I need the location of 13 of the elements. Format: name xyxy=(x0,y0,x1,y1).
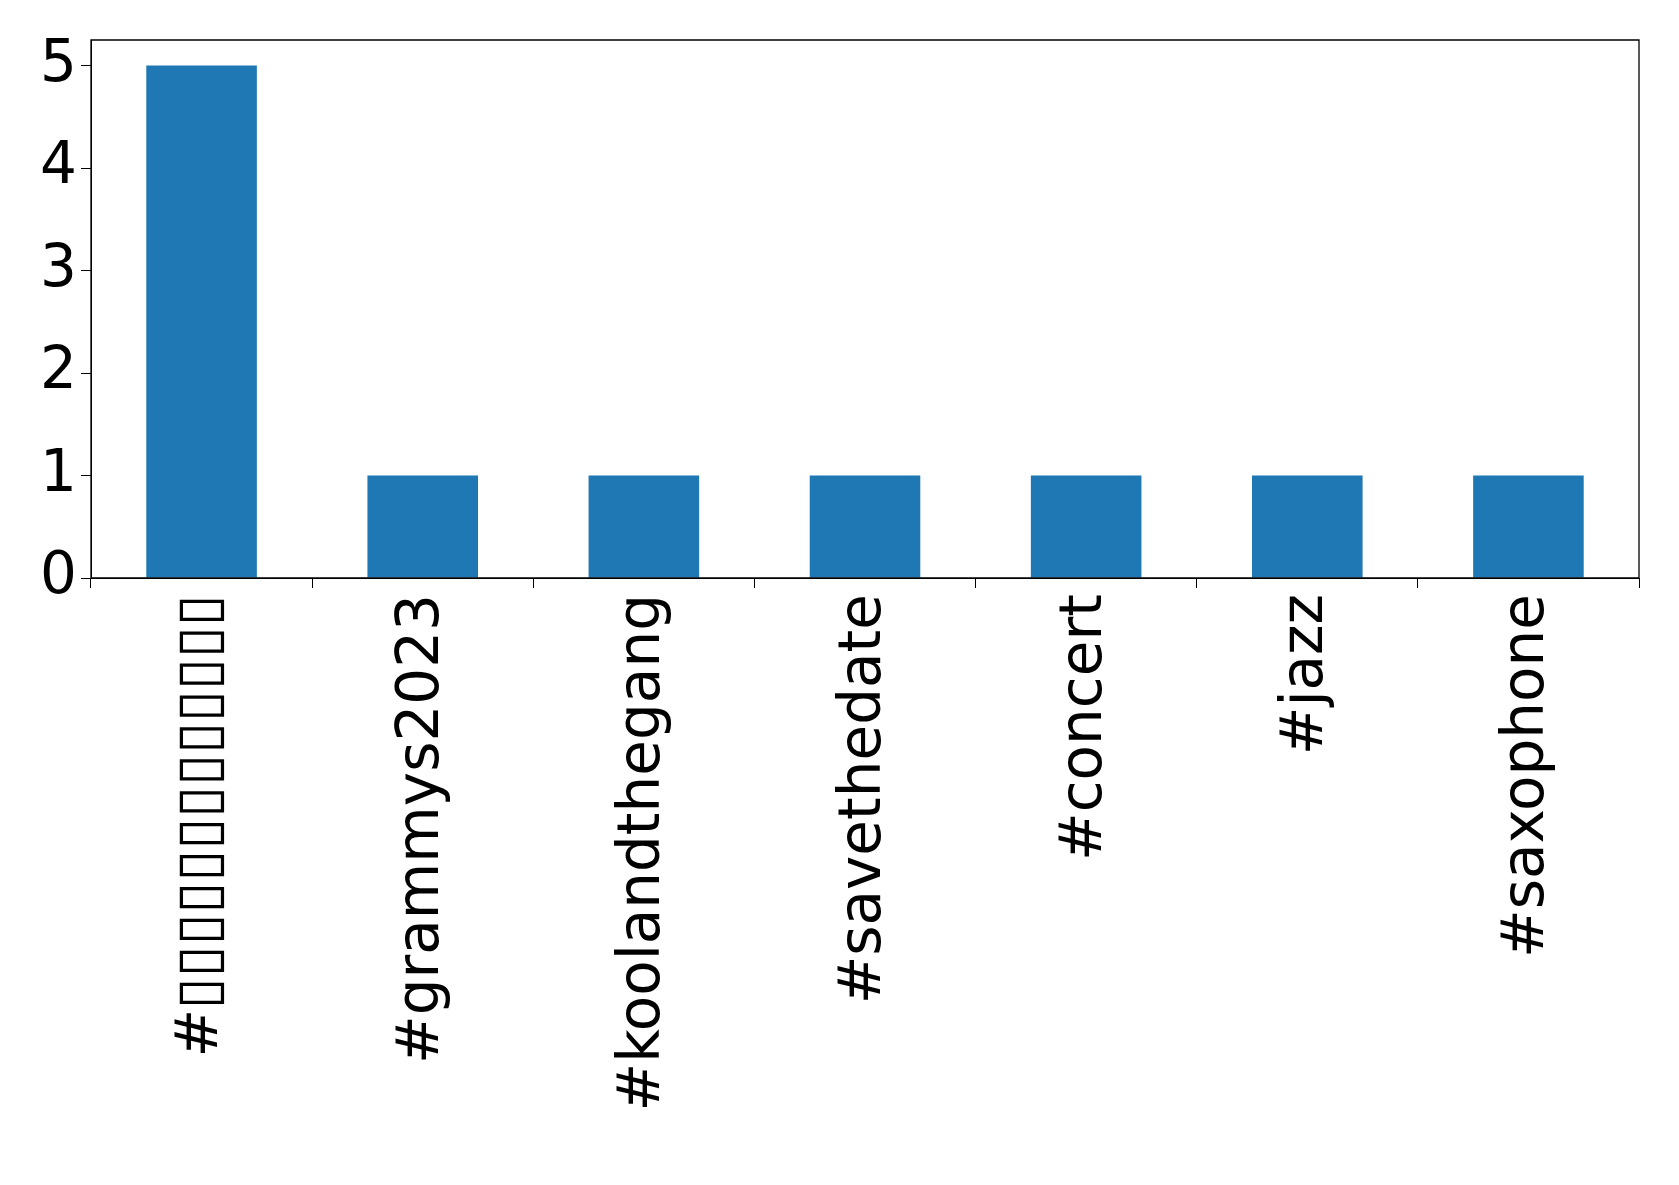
x-tick-label: #saxophone xyxy=(1489,594,1558,958)
y-tick-label: 4 xyxy=(40,129,77,198)
y-tick-label: 3 xyxy=(40,231,77,300)
x-tick-label: #grammys2023 xyxy=(383,594,452,1064)
x-tick-label: #savethedate xyxy=(826,594,895,1005)
x-tick-label: #koolandthegang xyxy=(604,594,673,1112)
x-tick-label: #concert xyxy=(1047,594,1116,861)
x-tick-label: #jazz xyxy=(1268,594,1337,756)
y-tick-label: 0 xyxy=(40,539,77,608)
y-tick-label: 1 xyxy=(40,436,77,505)
x-tick-label: #▯▯▯▯▯▯▯▯▯▯▯▯▯ xyxy=(162,594,231,1058)
y-tick-label: 2 xyxy=(40,334,77,403)
y-tick-label: 5 xyxy=(40,26,77,95)
